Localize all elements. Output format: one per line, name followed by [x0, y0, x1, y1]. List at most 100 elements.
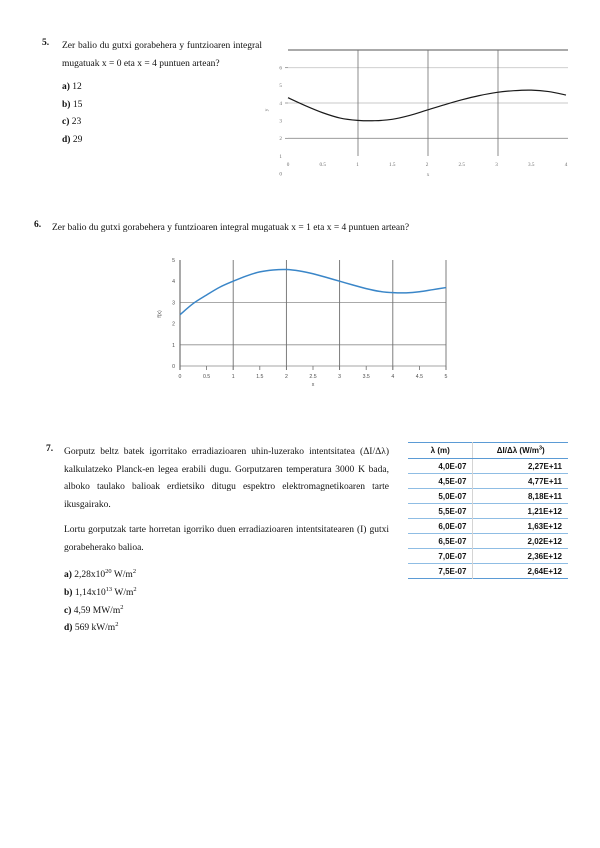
chart-2-xtick-3: 1.5: [256, 374, 263, 380]
chart-2-x-ticks: 0 0.5 1 1.5 2 2.5 3 3.5 4 4.5 5: [179, 366, 448, 380]
chart-1-xtick-6: 3: [495, 162, 498, 168]
option-letter: d): [64, 623, 73, 634]
option-letter: c): [64, 605, 72, 616]
cell-intensity: 8,18E+11: [527, 491, 562, 501]
question-6-block: 6. Zer balio du gutxi gorabehera y funtz…: [34, 220, 534, 244]
option-value: 23: [71, 117, 82, 128]
chart-2-xtick-10: 5: [445, 374, 448, 380]
cell-lambda: 6,0E-07: [408, 518, 474, 534]
cell-intensity: 1,63E+12: [527, 521, 562, 531]
cell-lambda: 7,5E-07: [408, 563, 474, 579]
question-5-option-c[interactable]: c) 23: [62, 114, 262, 132]
option-mantissa: 1,14x10: [74, 587, 106, 598]
question-5-block: 5. Zer balio du gutxi gorabehera y funtz…: [42, 38, 272, 149]
option-mantissa: 2,28x10: [74, 570, 106, 581]
option-letter: b): [64, 587, 73, 598]
chart-1-xtick-2: 1: [356, 162, 359, 168]
chart-2-y-ticks: 5 4 3 2 1 0: [172, 258, 175, 370]
question-5-body: Zer balio du gutxi gorabehera y funtzioa…: [62, 38, 262, 149]
question-5-option-d[interactable]: d) 29: [62, 132, 262, 150]
question-7-paragraph-2: Lortu gorputzak tarte horretan igorriko …: [64, 525, 389, 553]
question-6-body: Zer balio du gutxi gorabehera y funtzioa…: [52, 220, 534, 238]
question-5-option-a[interactable]: a) 12: [62, 79, 262, 97]
chart-2-ytick-1: 1: [172, 343, 175, 349]
option-unit-exponent: 2: [115, 620, 119, 628]
option-value: 12: [72, 82, 82, 93]
option-letter: a): [64, 570, 72, 581]
question-7-paragraph-1: Gorputz beltz batek igorritako erradiazi…: [64, 447, 389, 510]
chart-1-x-ticks: 0 0.5 1 1.5 2 2.5 3 3.5 4: [287, 162, 568, 168]
cell-intensity: 2,27E+11: [527, 461, 562, 471]
chart-question-6: 5 4 3 2 1 0 0 0.5 1 1.5 2 2.5 3 3.5 4 4.5 5 x f(x): [150, 248, 460, 388]
option-letter: d): [62, 134, 71, 145]
option-mantissa: 4,59 MW/m: [73, 605, 121, 616]
chart-1-xtick-1: 0.5: [320, 162, 327, 168]
chart-1-xaxis-label: x: [427, 172, 430, 178]
cell-lambda: 4,5E-07: [408, 473, 474, 489]
planck-intensity-table: λ (m) ΔI/Δλ (W/m3) 4,0E-07 2,27E+11 4,5E-0…: [408, 442, 568, 579]
chart-1-ytick-1: 1: [279, 154, 282, 160]
option-value: 29: [72, 134, 83, 145]
chart-1-xtick-8: 4: [565, 162, 568, 168]
chart-2-xaxis-label: x: [312, 382, 315, 388]
option-unit-exponent: 2: [133, 585, 137, 593]
table-body: 4,0E-07 2,27E+11 4,5E-07 4,77E+11 5,0E-07 8,1…: [408, 458, 568, 579]
chart-2-xtick-0: 0: [179, 374, 182, 380]
chart-2-ytick-5: 5: [172, 258, 175, 264]
table-row: 5,0E-07 8,18E+11: [408, 488, 568, 504]
chart-2-ytick-3: 3: [172, 300, 175, 306]
question-6-text: Zer balio du gutxi gorabehera y funtzioa…: [52, 223, 410, 233]
chart-1-yaxis-label: y: [264, 108, 270, 111]
chart-1-ytick-5: 5: [279, 83, 282, 89]
question-7-option-a[interactable]: a) 2,28x1020 W/m2: [64, 567, 389, 585]
table-row: 7,0E-07 2,36E+12: [408, 548, 568, 564]
chart-1-xtick-4: 2: [426, 162, 429, 168]
cell-intensity: 2,64E+12: [527, 566, 562, 576]
table-row: 4,0E-07 2,27E+11: [408, 458, 568, 474]
chart-1-xtick-0: 0: [287, 162, 290, 168]
chart-question-5: 6 5 4 3 2 1 0 0 0.5 1 1.5 2 2.5 3 3.5 4 x y: [258, 38, 576, 178]
table-header-lambda: λ (m): [408, 442, 474, 459]
option-unit: W/m: [112, 587, 134, 598]
option-letter: a): [62, 82, 70, 93]
table-row: 7,5E-07 2,64E+12: [408, 563, 568, 579]
cell-lambda: 5,5E-07: [408, 503, 474, 519]
chart-2-xtick-8: 4: [391, 374, 394, 380]
chart-2-ytick-2: 2: [172, 322, 175, 328]
option-exponent: 13: [105, 585, 113, 593]
chart-2-xtick-5: 2.5: [309, 374, 316, 380]
option-unit-exponent: 2: [132, 568, 137, 576]
chart-2-xtick-1: 0.5: [203, 374, 210, 380]
table-header-row: λ (m) ΔI/Δλ (W/m3): [408, 442, 568, 459]
question-7-options: a) 2,28x1020 W/m2 b) 1,14x1013 W/m2 c) 4…: [64, 567, 389, 637]
question-7-option-c[interactable]: c) 4,59 MW/m2: [64, 603, 389, 621]
chart-2-svg: 5 4 3 2 1 0 0 0.5 1 1.5 2 2.5 3 3.5 4 4.5 5 x f(x): [157, 258, 448, 388]
question-5-options: a) 12 b) 15 c) 23 d) 29: [62, 79, 262, 149]
cell-lambda: 5,0E-07: [408, 488, 474, 504]
chart-1-ytick-2: 2: [279, 136, 282, 142]
chart-1-ytick-4: 4: [279, 101, 282, 107]
question-7-option-d[interactable]: d) 569 kW/m2: [64, 620, 389, 638]
question-7-option-b[interactable]: b) 1,14x1013 W/m2: [64, 585, 389, 603]
chart-1-data-line: [287, 89, 567, 122]
chart-2-yaxis-label: f(x): [157, 310, 163, 318]
chart-1-xtick-7: 3.5: [528, 162, 535, 168]
chart-2-gridlines: [179, 260, 447, 370]
question-7-number: 7.: [46, 444, 54, 454]
table-row: 6,5E-07 2,02E+12: [408, 533, 568, 549]
cell-lambda: 4,0E-07: [408, 458, 474, 474]
question-6-number: 6.: [34, 220, 42, 230]
question-5-option-b[interactable]: b) 15: [62, 97, 262, 115]
question-5-number: 5.: [42, 38, 50, 48]
chart-1-ytick-3: 3: [279, 119, 282, 125]
option-unit-exponent: 2: [120, 603, 124, 611]
question-7-block: 7. Gorputz beltz batek igorritako erradi…: [46, 444, 391, 638]
cell-intensity: 1,21E+12: [527, 506, 562, 516]
option-mantissa: 569 kW/m: [74, 623, 116, 634]
chart-2-xtick-4: 2: [285, 374, 288, 380]
table-head: λ (m) ΔI/Δλ (W/m3): [408, 442, 568, 459]
option-letter: b): [62, 99, 71, 110]
table-header-intensity: ΔI/Δλ (W/m3): [472, 442, 568, 459]
option-letter: c): [62, 117, 70, 128]
